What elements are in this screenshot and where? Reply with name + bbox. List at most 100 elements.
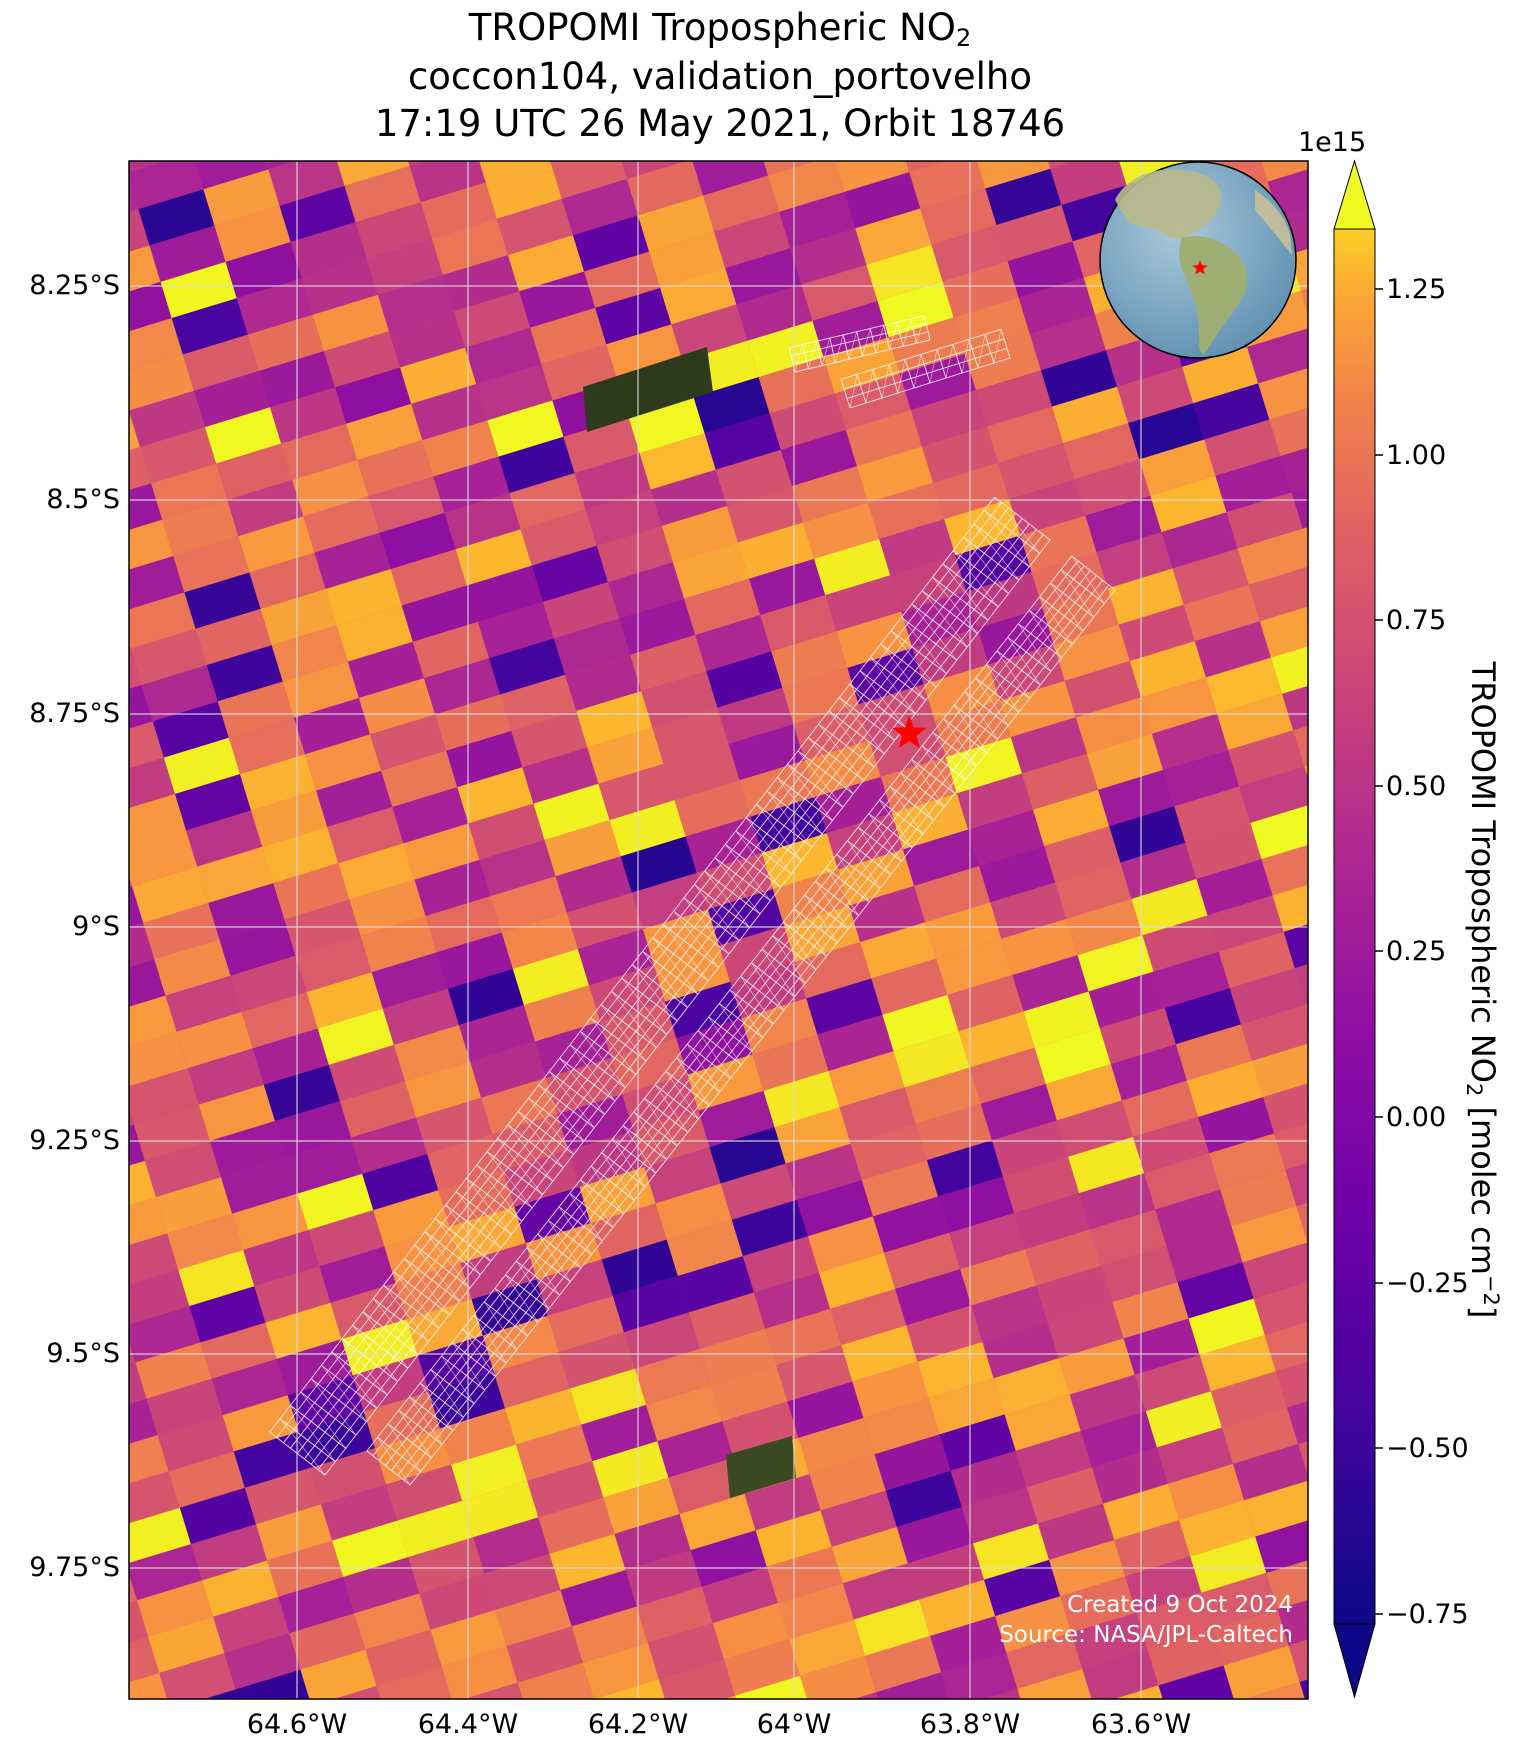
no2-pixel [1090,1209,1167,1266]
footprint-line [276,502,1002,1438]
no2-pixel [700,1328,777,1386]
no2-pixel [300,1649,377,1699]
no2-pixel [186,810,263,867]
footprint-line [621,977,668,1035]
footprint-line [622,1125,656,1174]
no2-pixel [936,938,1013,995]
footprint-line [714,857,761,915]
figure-time-orbit: 17:19 UTC 26 May 2021, Orbit 18746 [374,102,1066,145]
no2-pixel [332,1520,409,1578]
footprint-line [879,799,913,848]
footprint-line [942,563,989,621]
no2-pixel [144,1140,222,1198]
footprint-line [633,1111,667,1160]
no2-pixel [224,1633,301,1690]
no2-pixel [693,377,770,434]
footprint-line [776,777,823,835]
no2-pixel [1152,713,1229,771]
footprint-line [708,1016,753,1052]
no2-pixel [182,334,259,391]
no2-pixel [666,1219,743,1277]
no2-pixel [129,1507,191,1564]
footprint-line [644,1098,678,1147]
no2-pixel [347,641,424,699]
footprint-line [896,321,904,347]
footprint-line [904,359,915,389]
footprint-line [612,1138,646,1187]
footprint-line [673,910,719,968]
no2-pixel [390,549,467,606]
no2-pixel [395,1262,472,1320]
no2-pixel [1223,1645,1300,1699]
no2-pixel [1201,1572,1278,1630]
footprint-line [856,331,863,357]
no2-pixel [422,420,499,477]
no2-pixel [336,605,413,662]
no2-pixel [179,1487,256,1545]
no2-pixel [129,721,164,769]
no2-pixel [204,1689,239,1699]
no2-pixel [677,1256,754,1313]
no2-pixel [919,1579,996,1636]
no2-pixel [305,734,382,791]
footprint-line [772,935,806,984]
footprint-line [633,1111,678,1147]
no2-pixel [243,1230,320,1287]
no2-pixel [860,922,937,979]
footprint-line [372,560,1079,1457]
footprint-line [310,1378,357,1436]
no2-pixel [958,1011,1035,1068]
footprint-line [740,976,774,1025]
no2-pixel [803,502,880,559]
no2-pixel [576,691,653,748]
footprint-line [1028,609,1073,645]
footprint-line [977,334,986,369]
no2-pixel [1186,1060,1264,1117]
no2-pixel [934,700,1011,757]
no2-pixel [975,370,1053,427]
no2-pixel [549,1533,626,1591]
no2-pixel [719,925,796,982]
no2-pixel [339,1081,417,1138]
footprint-line [794,344,804,373]
no2-pixel [465,327,542,384]
no2-pixel [135,1342,212,1399]
no2-pixel [444,493,521,550]
no2-pixel [977,608,1054,665]
footprint-line [558,1206,603,1242]
no2-pixel [155,1177,233,1234]
no2-pixel [728,724,805,781]
no2-pixel [791,466,869,523]
no2-pixel [381,750,458,808]
no2-pixel [921,426,999,483]
no2-pixel [321,1484,398,1541]
footprint-line [825,867,870,903]
no2-pixel [129,648,142,689]
footprint-line [735,830,781,888]
no2-pixel [334,1686,381,1699]
no2-pixel [1179,1500,1256,1557]
no2-pixel [171,298,248,355]
footprint-line [516,1260,550,1309]
footprint-line [808,341,817,369]
no2-pixel [241,992,318,1049]
footprint-line [1071,555,1116,591]
no2-pixel [658,1659,736,1699]
no2-pixel [205,407,282,464]
no2-pixel [439,1408,517,1465]
no2-pixel [976,161,1051,189]
lat-tick-label: 9.25°S [29,1125,120,1156]
footprint-line [964,691,1009,726]
no2-pixel [517,1662,594,1699]
no2-pixel [1261,161,1308,182]
no2-pixel [1021,753,1099,810]
footprint-line [889,786,924,835]
no2-pixel [247,314,324,371]
no2-pixel [574,453,651,510]
no2-pixel [535,1021,612,1078]
no2-pixel [338,843,415,900]
no2-pixel [771,631,848,688]
lat-tick-label: 8.25°S [29,270,120,301]
no2-pixel [1242,1242,1308,1299]
footprint-line [923,315,931,341]
